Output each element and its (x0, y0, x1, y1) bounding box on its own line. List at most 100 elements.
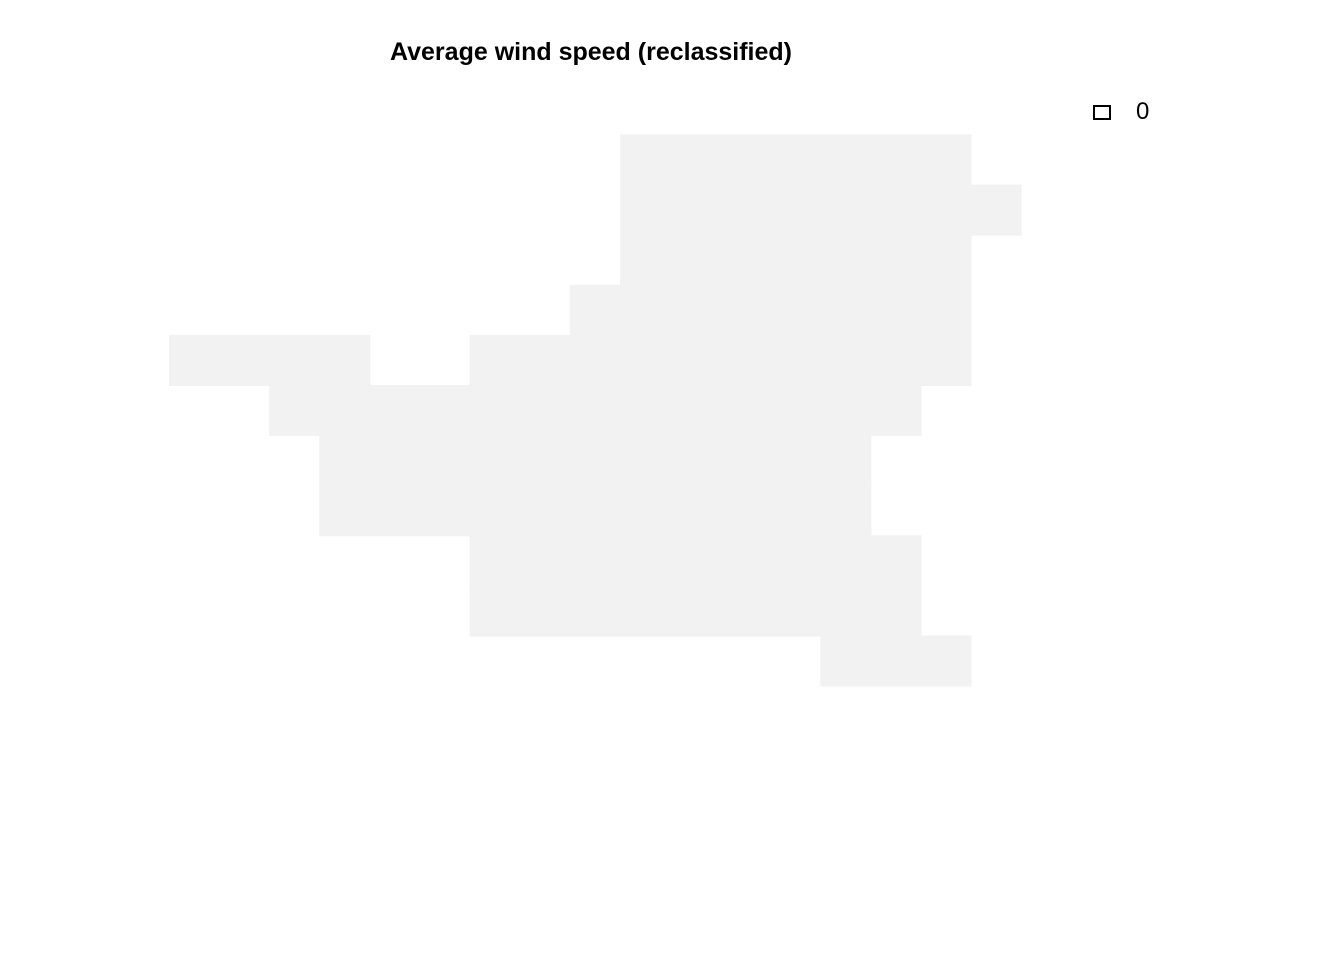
raster-cell (569, 284, 621, 336)
raster-cell (419, 435, 471, 487)
legend: 0 (1093, 97, 1149, 127)
raster-cell (419, 485, 471, 537)
raster-cell (569, 334, 621, 386)
raster-cell (670, 134, 722, 186)
raster-cell (619, 485, 671, 537)
raster-cell (670, 385, 722, 437)
raster-cell (770, 535, 822, 587)
raster-cell (569, 535, 621, 587)
raster-cell (619, 334, 671, 386)
raster-cell (469, 485, 521, 537)
raster-cell (519, 385, 571, 437)
raster-cell (469, 334, 521, 386)
raster-cell (169, 334, 221, 386)
raster-cell (469, 585, 521, 637)
raster-cell (269, 334, 321, 386)
raster-cell (619, 435, 671, 487)
raster-cell (720, 284, 772, 336)
raster-cell (219, 334, 271, 386)
raster-cell (870, 234, 922, 286)
raster-cell (820, 234, 872, 286)
raster-cell (870, 134, 922, 186)
raster-cell (670, 485, 722, 537)
raster-cell (920, 184, 972, 236)
raster-cell (619, 134, 671, 186)
raster-cell (920, 284, 972, 336)
raster-cell (569, 585, 621, 637)
raster-cell (619, 234, 671, 286)
raster-cell (269, 385, 321, 437)
raster-cell (770, 284, 822, 336)
raster-cell (619, 535, 671, 587)
raster-cell (720, 585, 772, 637)
raster-cell (619, 385, 671, 437)
raster-cell (469, 535, 521, 587)
raster-cell (720, 184, 772, 236)
raster-cell (870, 535, 922, 587)
raster-cell (870, 334, 922, 386)
raster-cell (820, 485, 872, 537)
raster-cell (820, 535, 872, 587)
raster-cell (670, 234, 722, 286)
raster-cell (920, 635, 972, 687)
raster-cell (369, 435, 421, 487)
raster-cell (319, 485, 371, 537)
raster-cell (770, 234, 822, 286)
raster-cell (670, 184, 722, 236)
raster-cell (820, 435, 872, 487)
raster-cell (970, 184, 1022, 236)
raster-cell (670, 435, 722, 487)
raster-cell (870, 284, 922, 336)
raster-cell (569, 385, 621, 437)
raster-cell (670, 284, 722, 336)
raster-cell (319, 435, 371, 487)
raster-cell (519, 585, 571, 637)
raster-cell (820, 134, 872, 186)
raster-cell (770, 485, 822, 537)
raster-cell (519, 435, 571, 487)
raster-cell (770, 334, 822, 386)
raster-cell (469, 435, 521, 487)
raster-cell (920, 234, 972, 286)
raster-cell (820, 284, 872, 336)
raster-cell (419, 385, 471, 437)
raster-cell (820, 385, 872, 437)
raster-cell (619, 284, 671, 336)
raster-cell (720, 385, 772, 437)
raster-cell (720, 134, 772, 186)
raster-cell (720, 485, 772, 537)
raster-cell (870, 585, 922, 637)
raster-cell (670, 585, 722, 637)
raster-cell (319, 385, 371, 437)
raster-cell (870, 184, 922, 236)
raster-cell (569, 435, 621, 487)
raster-cell (469, 385, 521, 437)
raster-cell (770, 435, 822, 487)
raster-cell (670, 334, 722, 386)
raster-cell (820, 635, 872, 687)
raster-cell (720, 234, 772, 286)
map-title: Average wind speed (reclassified) (390, 38, 793, 66)
raster-cell (519, 334, 571, 386)
raster-cell (820, 334, 872, 386)
raster-cell (870, 635, 922, 687)
legend-label-0: 0 (1136, 98, 1150, 125)
raster-cell (770, 134, 822, 186)
raster-cell (369, 385, 421, 437)
raster-cell (720, 535, 772, 587)
raster-cell (820, 184, 872, 236)
raster-cell (369, 485, 421, 537)
raster-cell (319, 334, 371, 386)
raster-cell (670, 535, 722, 587)
raster-cell (619, 585, 671, 637)
raster-cell (770, 385, 822, 437)
raster-cell (870, 385, 922, 437)
raster-cell (770, 184, 822, 236)
raster-cell (619, 184, 671, 236)
raster-cell (519, 485, 571, 537)
legend-swatch-0 (1093, 104, 1111, 120)
raster-cell (720, 435, 772, 487)
raster-cell (720, 334, 772, 386)
raster-cell (920, 134, 972, 186)
